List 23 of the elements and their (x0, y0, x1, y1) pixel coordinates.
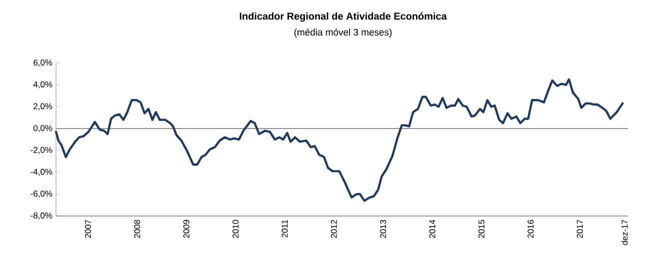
x-tick-label: 2012 (330, 220, 337, 238)
x-tick-label: 2016 (528, 220, 534, 238)
y-tick-label: -8,0% (30, 212, 52, 220)
x-tick-label: 2009 (183, 220, 190, 238)
x-tick-label: 2010 (232, 220, 239, 238)
line-series (54, 78, 624, 202)
y-tick-label: 2,0% (34, 103, 52, 110)
y-tick-label: 0,0% (34, 125, 52, 132)
x-tick-label: dez-17 (621, 220, 628, 246)
y-tick-label: 6,0% (34, 60, 52, 66)
x-tick-label: 2007 (84, 220, 91, 238)
x-tick-label: 2008 (134, 220, 140, 238)
x-tick-label: 2014 (429, 220, 436, 238)
x-tick-label: 2017 (576, 220, 583, 238)
y-tick-label: -4,0% (30, 168, 52, 176)
y-tick-label: -2,0% (30, 146, 52, 154)
x-tick-label: 2011 (282, 220, 288, 238)
y-tick-label: 4,0% (33, 81, 52, 88)
x-tick-label: 2013 (380, 220, 386, 238)
chart-subtitle: (média móvel 3 meses) (294, 28, 392, 38)
y-tick-label: -6,0% (30, 190, 52, 198)
chart-title: Indicador Regional de Atividade Económica (240, 12, 447, 22)
x-tick-label: 2015 (478, 220, 484, 238)
